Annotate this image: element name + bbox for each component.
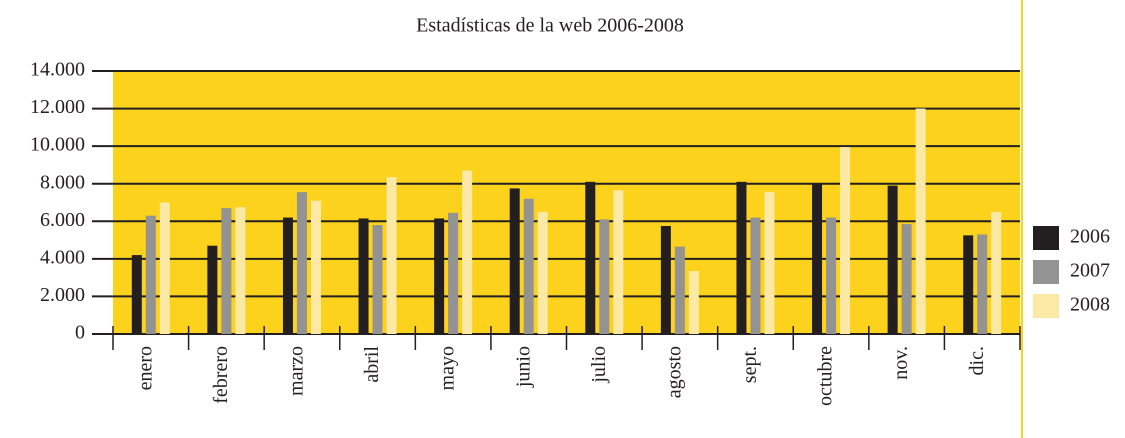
y-tick-label: 10.000 [30,134,85,156]
y-tick-label: 4.000 [40,246,85,268]
bar [599,219,610,334]
bar [221,208,232,334]
legend-label: 2006 [1070,226,1110,248]
y-tick-label: 6.000 [40,209,85,231]
x-tick-label: agosto [663,346,685,398]
bar [585,181,596,334]
bar [736,181,747,334]
x-tick-label: febrero [210,346,232,404]
bar [462,170,473,334]
bar [448,212,459,334]
legend-label: 2008 [1070,294,1110,316]
y-tick-label: 0 [75,322,85,344]
legend-swatch [1033,260,1059,284]
x-tick-label: sept. [739,346,761,383]
bar [434,218,445,334]
bar [523,198,534,334]
bar [991,211,1002,334]
y-tick-label: 2.000 [40,284,85,306]
y-tick-label: 8.000 [40,171,85,193]
bar [901,224,912,334]
x-tick-label: dic. [966,346,988,375]
x-tick-label: junio [512,346,534,388]
x-tick-label: marzo [286,346,308,396]
bar [688,271,699,334]
bar [812,183,823,334]
bar [915,108,926,334]
bar [131,255,142,334]
bar [977,234,988,334]
bar [207,245,218,334]
bar [887,185,898,334]
bar [840,147,851,334]
legend-label: 2007 [1070,260,1110,282]
bar [674,246,685,334]
bar [750,217,761,334]
bar [296,192,307,334]
bar [537,211,548,334]
bar [660,225,671,334]
bar [235,207,246,334]
y-tick-label: 12.000 [30,96,85,118]
bar [358,218,369,334]
bar [310,200,321,334]
legend-swatch [1033,294,1059,318]
x-tick-label: mayo [437,346,459,390]
y-tick-label: 14.000 [30,59,85,81]
bar [386,177,397,334]
bar [963,235,974,334]
bar [764,192,775,334]
x-tick-label: nov. [890,346,912,380]
bar [372,225,383,334]
bar [282,217,293,334]
x-tick-label: enero [134,346,156,390]
legend-swatch [1033,226,1059,250]
x-tick-label: octubre [815,346,837,406]
x-tick-label: abril [361,346,383,383]
bar [826,217,837,334]
bar [159,202,170,334]
bar [145,215,156,334]
bar [509,188,520,334]
bar [613,190,624,334]
plot-background [113,71,1020,334]
chart-title: Estadísticas de la web 2006-2008 [416,15,684,37]
x-tick-label: julio [588,346,610,384]
